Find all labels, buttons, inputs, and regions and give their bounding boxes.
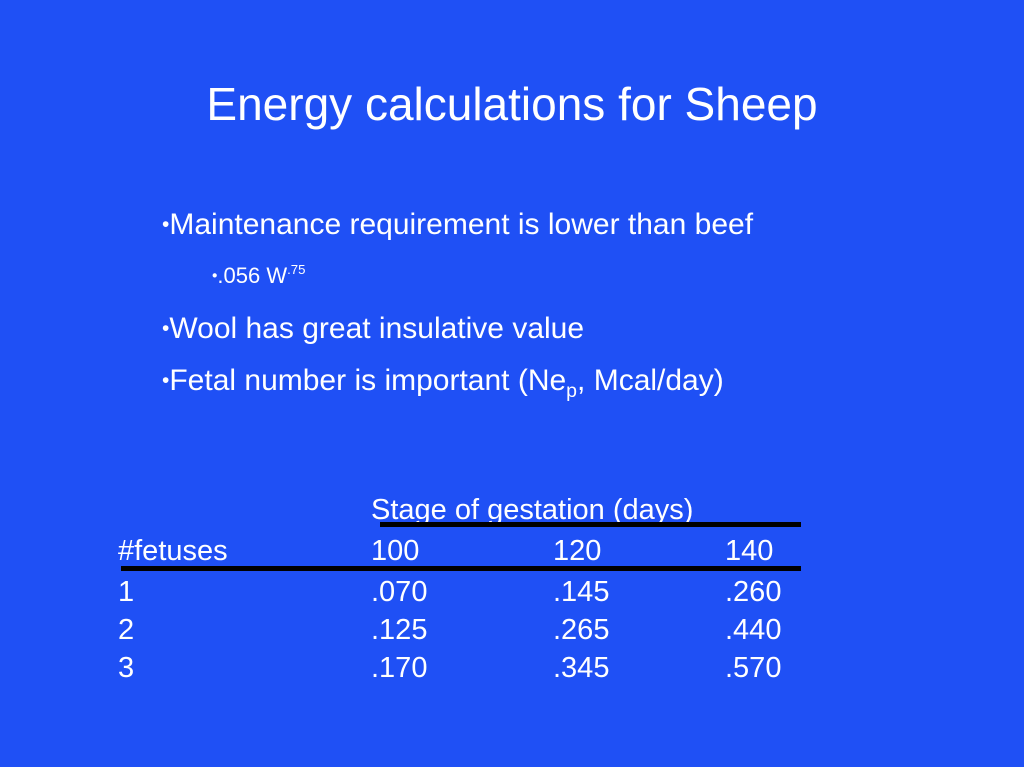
bullet-maintenance: •Maintenance requirement is lower than b… [162,208,753,242]
bullet-text: Fetal number is important (Ne [169,364,567,397]
table-group-header: Stage of gestation (days) [371,494,694,526]
formula-base: .056 W [217,263,288,288]
sub-bullet-formula: •.056 W.75 [212,263,305,289]
bullet-fetal-number: •Fetal number is important (Nep, Mcal/da… [162,364,724,401]
table-cell: .170 [371,652,428,684]
table-cell: .125 [371,614,428,646]
bullet-text: Wool has great insulative value [169,312,585,345]
bullet-subscript: p [566,379,578,402]
table-cell: .440 [725,614,782,646]
bullet-dot: • [162,316,170,340]
slide-title: Energy calculations for Sheep [206,78,818,130]
table-cell-fetuses: 2 [118,614,135,646]
table-cell: .070 [371,576,428,608]
table-cell: .260 [725,576,782,608]
table-cell: .145 [553,576,610,608]
bullet-dot: • [162,368,170,392]
bullet-wool: •Wool has great insulative value [162,312,584,346]
table-header-rule [380,522,801,527]
table-cell: .570 [725,652,782,684]
table-column-rule [121,566,801,571]
table-cell-fetuses: 1 [118,576,135,608]
table-column-header: 140 [725,535,774,567]
table-cell: .265 [553,614,610,646]
table-column-header: 100 [371,535,420,567]
bullet-dot: • [162,212,170,236]
table-column-header: 120 [553,535,602,567]
table-cell-fetuses: 3 [118,652,135,684]
bullet-dot: • [212,267,218,285]
formula-exponent: .75 [287,261,306,277]
table-row-header: #fetuses [118,535,228,567]
table-cell: .345 [553,652,610,684]
bullet-text-end: , Mcal/day) [577,364,724,397]
bullet-text: Maintenance requirement is lower than be… [169,208,754,241]
